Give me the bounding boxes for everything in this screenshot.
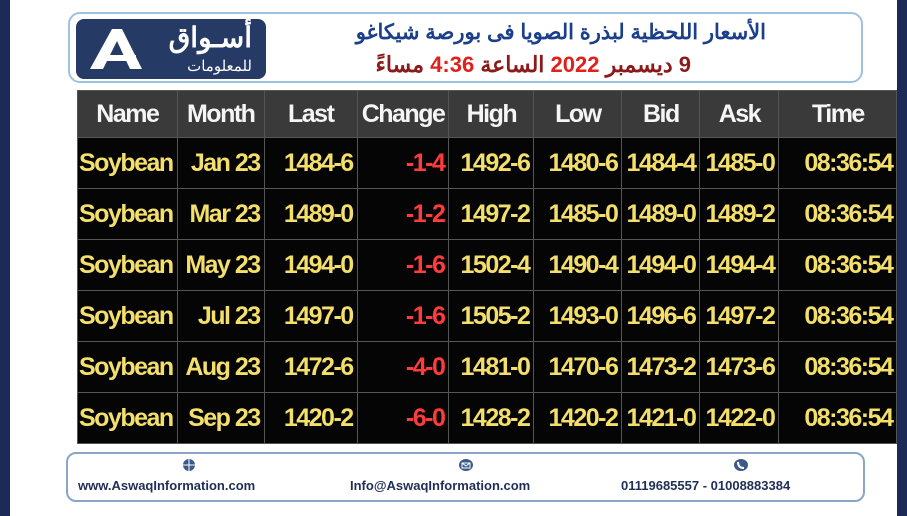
cell: 1485-0 — [699, 137, 780, 189]
cell: -4-0 — [356, 341, 450, 393]
header: أسـواق للمعلومات الأسعار اللحظية لبذرة ا… — [68, 12, 863, 83]
cell: 1472-6 — [263, 341, 358, 393]
cell: 1484-6 — [263, 137, 358, 189]
phone: 01119685557 - 01008883384 — [621, 478, 791, 493]
table-row: Soybean Aug 23 1472-6 -4-0 1481-0 1470-6 1473-… — [77, 341, 898, 393]
cell: 1470-6 — [533, 341, 623, 393]
table-row: Soybean May 23 1494-0 -1-6 1502-4 1490-4 1494-… — [77, 239, 898, 291]
cell: -1-6 — [356, 290, 450, 342]
cell: 1481-0 — [448, 341, 535, 393]
cell: 1422-0 — [699, 392, 780, 444]
cell: 08:36:54 — [778, 392, 898, 444]
cell: 1494-4 — [699, 239, 780, 291]
logo-top: أسـواق — [168, 22, 252, 53]
cell: -1-2 — [356, 188, 450, 240]
cell: -1-6 — [356, 239, 450, 291]
cell: 1420-2 — [533, 392, 623, 444]
cell: 1492-6 — [448, 137, 535, 189]
cell: 1485-0 — [533, 188, 623, 240]
cell: 1497-0 — [263, 290, 358, 342]
side-bar — [0, 0, 10, 516]
subtitle: 9 ديسمبر 2022 الساعة 4:36 مساءً — [376, 52, 691, 78]
website: www.AswaqInformation.com — [78, 478, 256, 493]
footer: www.AswaqInformation.com Info@AswaqInfor… — [66, 452, 865, 502]
cell: 1421-0 — [621, 392, 701, 444]
cell: 1428-2 — [448, 392, 535, 444]
column-header: Low — [533, 90, 623, 138]
cell: Jan 23 — [176, 137, 265, 189]
logo-bottom: للمعلومات — [187, 58, 252, 75]
column-header: Change — [356, 90, 450, 138]
logo: أسـواق للمعلومات — [76, 19, 266, 79]
cell: 1493-0 — [533, 290, 623, 342]
cell: Soybean — [77, 341, 178, 393]
title: الأسعار اللحظية لبذرة الصويا فى بورصة شي… — [355, 21, 766, 44]
cell: Soybean — [77, 188, 178, 240]
subtitle-part: 2022 — [550, 52, 600, 77]
cell: 1489-0 — [621, 188, 701, 240]
table-row: Soybean Jan 23 1484-6 -1-4 1492-6 1480-6 1484-… — [77, 137, 898, 189]
cell: 08:36:54 — [778, 239, 898, 291]
cell: 1473-6 — [699, 341, 780, 393]
cell: Mar 23 — [176, 188, 265, 240]
cell: -1-4 — [356, 137, 450, 189]
column-header: Ask — [699, 90, 780, 138]
column-header: Name — [77, 90, 178, 138]
cell: 1505-2 — [448, 290, 535, 342]
cell: 1496-6 — [621, 290, 701, 342]
cell: 1497-2 — [699, 290, 780, 342]
cell: 1420-2 — [263, 392, 358, 444]
column-header: Time — [778, 90, 898, 138]
email-icon — [459, 459, 473, 471]
cell: Jul 23 — [176, 290, 265, 342]
cell: 1484-4 — [621, 137, 701, 189]
cell: Aug 23 — [176, 341, 265, 393]
cell: Soybean — [77, 239, 178, 291]
column-header: High — [448, 90, 535, 138]
column-header: Bid — [621, 90, 701, 138]
subtitle-part: الساعة — [480, 52, 545, 77]
cell: 1480-6 — [533, 137, 623, 189]
cell: 1473-2 — [621, 341, 701, 393]
phone-icon — [734, 459, 748, 471]
cell: 08:36:54 — [778, 188, 898, 240]
cell: May 23 — [176, 239, 265, 291]
subtitle-part: مساءً — [375, 52, 425, 77]
web-icon — [183, 459, 195, 471]
table-row: Soybean Sep 23 1420-2 -6-0 1428-2 1420-2 1421-… — [77, 392, 898, 444]
cell: 1490-4 — [533, 239, 623, 291]
subtitle-part: 4:36 — [430, 52, 475, 77]
cell: 08:36:54 — [778, 341, 898, 393]
cell: Soybean — [77, 137, 178, 189]
cell: 08:36:54 — [778, 137, 898, 189]
cell: 08:36:54 — [778, 290, 898, 342]
cell: Soybean — [77, 290, 178, 342]
cell: 1489-0 — [263, 188, 358, 240]
cell: Sep 23 — [176, 392, 265, 444]
cell: 1497-2 — [448, 188, 535, 240]
email: Info@AswaqInformation.com — [350, 478, 531, 493]
cell: 1502-4 — [448, 239, 535, 291]
side-bar — [897, 0, 907, 516]
cell: -6-0 — [356, 392, 450, 444]
logo-mark — [90, 29, 142, 69]
column-header: Last — [263, 90, 358, 138]
table-row: Soybean Jul 23 1497-0 -1-6 1505-2 1493-0 1496-… — [77, 290, 898, 342]
table-row: Soybean Mar 23 1489-0 -1-2 1497-2 1485-0 1489-… — [77, 188, 898, 240]
cell: 1494-0 — [263, 239, 358, 291]
cell: Soybean — [77, 392, 178, 444]
price-table: Name Month Last Change High Low Bid Ask Time Soyb… — [77, 90, 898, 444]
cell: 1494-0 — [621, 239, 701, 291]
subtitle-part: 9 ديسمبر — [605, 52, 691, 77]
cell: 1489-2 — [699, 188, 780, 240]
column-header: Month — [176, 90, 265, 138]
